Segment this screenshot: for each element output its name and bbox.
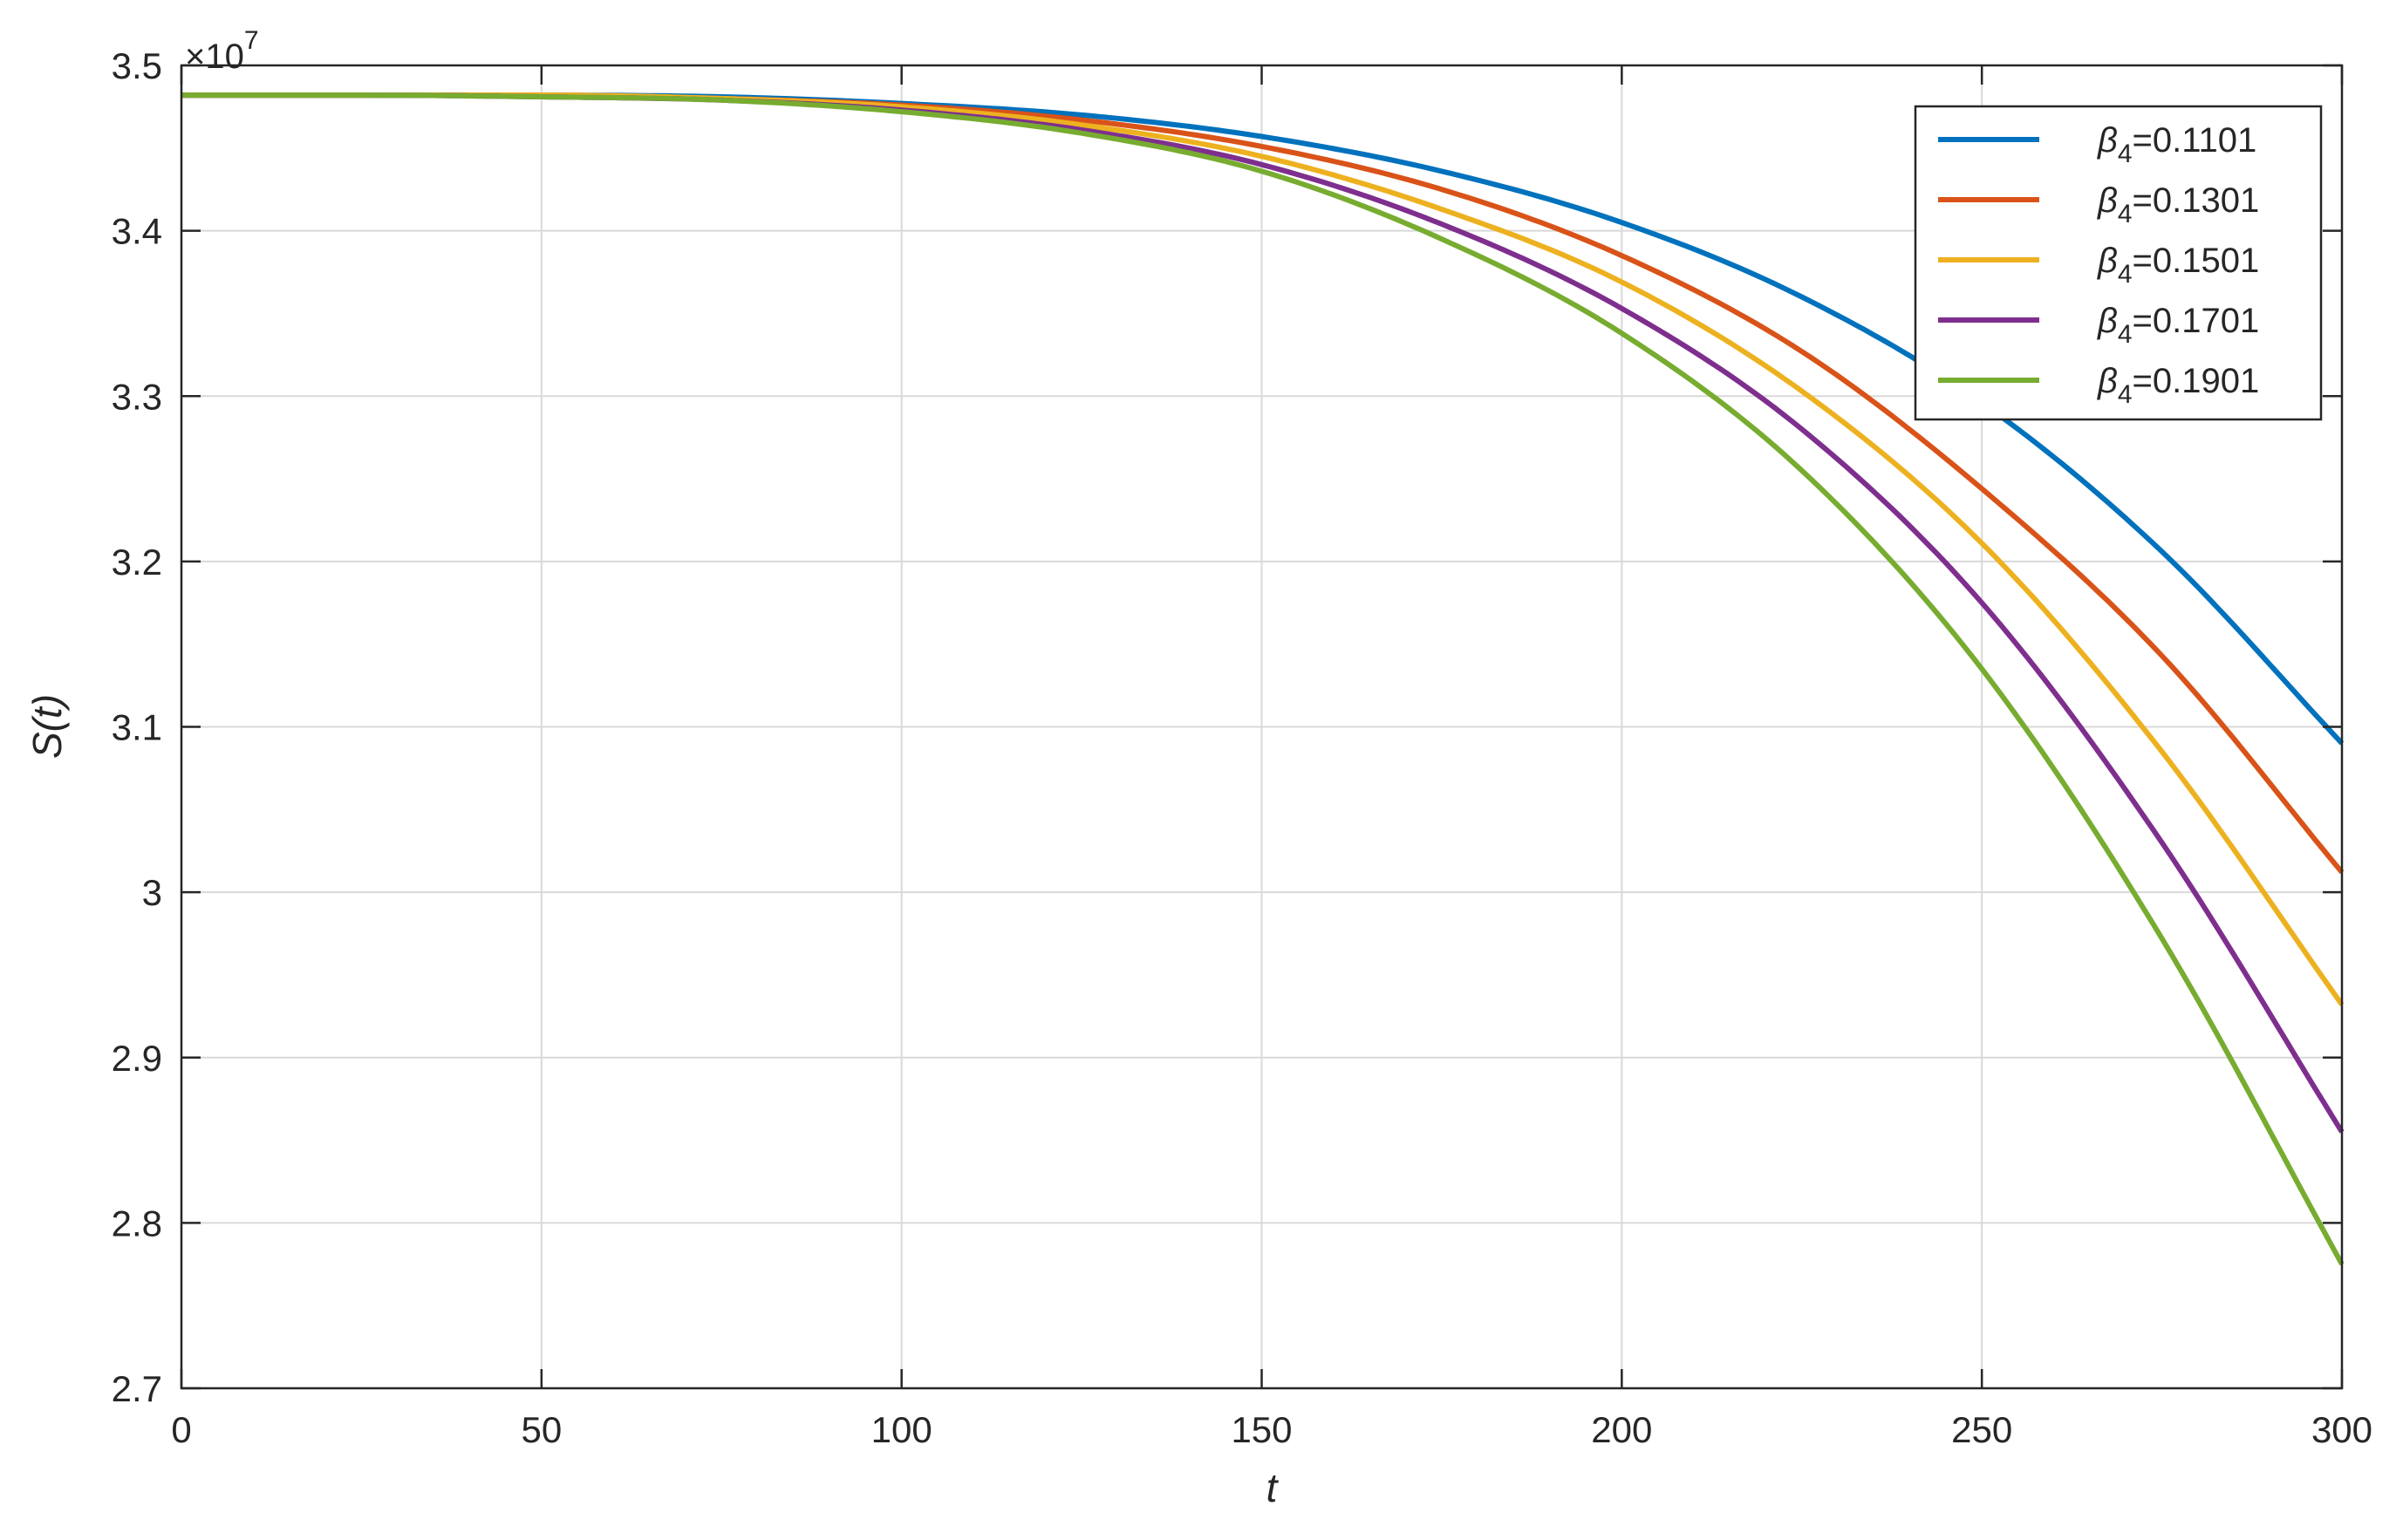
legend-box (1914, 105, 2323, 421)
y-tick-label: 3.1 (112, 707, 162, 748)
legend-subscript: 4 (2118, 140, 2133, 168)
x-tick-label: 100 (871, 1409, 932, 1450)
legend-symbol: β (2097, 362, 2118, 400)
legend-subscript: 4 (2118, 380, 2133, 409)
legend-subscript: 4 (2118, 260, 2133, 289)
legend-subscript: 4 (2118, 320, 2133, 349)
y-tick-label: 3.5 (112, 45, 162, 86)
legend-symbol: β (2097, 181, 2118, 220)
legend-label-4: β4=0.1701 (2097, 302, 2259, 349)
y-tick-label: 3 (142, 872, 162, 913)
y-tick-label: 3.4 (112, 211, 162, 252)
y-tick-label: 3.2 (112, 542, 162, 583)
x-tick-label: 200 (1591, 1409, 1652, 1450)
legend-value: =0.1101 (2133, 121, 2257, 160)
x-axis-label: t (1266, 1465, 1280, 1510)
x-tick-label: 300 (2311, 1409, 2372, 1450)
series-line-5 (181, 92, 2345, 1266)
legend-value: =0.1301 (2133, 181, 2260, 220)
series-lines (181, 92, 2345, 1266)
legend: β4=0.1101β4=0.1301β4=0.1501β4=0.1701β4=0… (1914, 105, 2323, 421)
x-tick-labels: 0 50 100 150 200 250 300 (171, 1409, 2372, 1450)
legend-value: =0.1701 (2133, 302, 2260, 340)
y-exponent-base: ×10 (185, 37, 244, 76)
legend-label-2: β4=0.1301 (2097, 181, 2259, 228)
legend-subscript: 4 (2118, 200, 2133, 228)
legend-label-1: β4=0.1101 (2097, 121, 2256, 168)
y-tick-label: 3.3 (112, 376, 162, 417)
x-tick-label: 250 (1951, 1409, 2012, 1450)
legend-value: =0.1501 (2133, 242, 2260, 280)
legend-symbol: β (2097, 302, 2118, 340)
y-exponent-power: 7 (244, 26, 259, 55)
y-tick-label: 2.9 (112, 1038, 162, 1079)
axis-ticks (180, 64, 2344, 1390)
y-exponent-label: ×107 (185, 26, 259, 76)
legend-value: =0.1901 (2133, 362, 2260, 400)
legend-symbol: β (2097, 121, 2118, 160)
legend-label-5: β4=0.1901 (2097, 362, 2259, 409)
y-tick-labels: 2.7 2.8 2.9 3 3.1 3.2 3.3 3.4 3.5 (112, 45, 162, 1409)
y-tick-label: 2.8 (112, 1203, 162, 1244)
x-tick-label: 50 (521, 1409, 562, 1450)
y-tick-label: 2.7 (112, 1368, 162, 1409)
x-tick-label: 0 (171, 1409, 191, 1450)
x-tick-label: 150 (1231, 1409, 1292, 1450)
y-axis-label: S(t) (24, 694, 70, 759)
legend-label-3: β4=0.1501 (2097, 242, 2259, 289)
legend-symbol: β (2097, 242, 2118, 280)
